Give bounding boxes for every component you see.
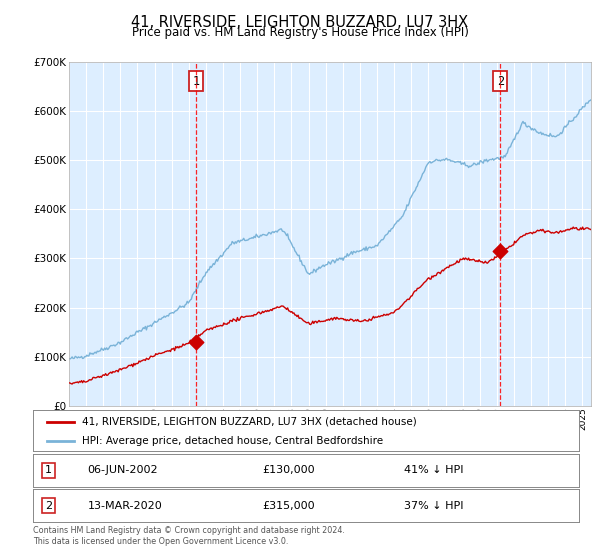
Text: 1: 1 xyxy=(193,75,200,88)
Text: 41% ↓ HPI: 41% ↓ HPI xyxy=(404,465,464,475)
Text: 41, RIVERSIDE, LEIGHTON BUZZARD, LU7 3HX (detached house): 41, RIVERSIDE, LEIGHTON BUZZARD, LU7 3HX… xyxy=(82,417,417,427)
Point xyxy=(496,246,505,255)
Text: 06-JUN-2002: 06-JUN-2002 xyxy=(88,465,158,475)
Text: £130,000: £130,000 xyxy=(262,465,315,475)
Text: Contains HM Land Registry data © Crown copyright and database right 2024.
This d: Contains HM Land Registry data © Crown c… xyxy=(33,526,345,546)
Text: HPI: Average price, detached house, Central Bedfordshire: HPI: Average price, detached house, Cent… xyxy=(82,436,383,446)
Text: 13-MAR-2020: 13-MAR-2020 xyxy=(88,501,163,511)
Text: 1: 1 xyxy=(45,465,52,475)
Text: 37% ↓ HPI: 37% ↓ HPI xyxy=(404,501,464,511)
Text: 2: 2 xyxy=(45,501,52,511)
Text: 41, RIVERSIDE, LEIGHTON BUZZARD, LU7 3HX: 41, RIVERSIDE, LEIGHTON BUZZARD, LU7 3HX xyxy=(131,15,469,30)
Point xyxy=(191,338,201,347)
Text: £315,000: £315,000 xyxy=(262,501,315,511)
Text: 2: 2 xyxy=(497,75,504,88)
Text: Price paid vs. HM Land Registry's House Price Index (HPI): Price paid vs. HM Land Registry's House … xyxy=(131,26,469,39)
